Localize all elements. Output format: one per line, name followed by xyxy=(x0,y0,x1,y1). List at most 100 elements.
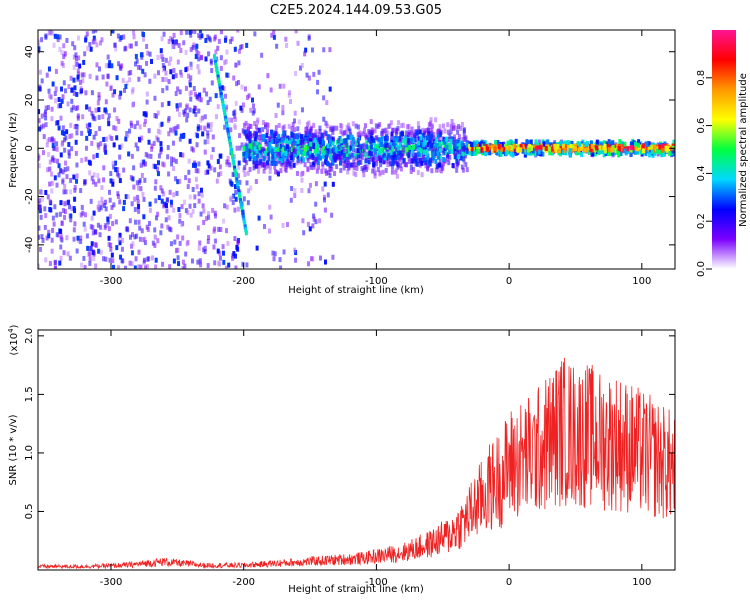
spectrogram-cell xyxy=(367,145,371,151)
spectrogram-cell xyxy=(103,107,107,113)
spectrogram-cell xyxy=(113,160,117,166)
spectrogram-cell xyxy=(308,128,312,134)
spectrogram-cell xyxy=(322,150,326,156)
spectrogram-cell xyxy=(207,214,211,220)
spectrogram-cell xyxy=(43,224,47,230)
spectrogram-cell xyxy=(407,137,411,143)
spectrogram-cell xyxy=(52,157,56,163)
spectrogram-cell xyxy=(455,146,459,152)
spectrogram-cell xyxy=(672,148,675,154)
spectrogram-cell xyxy=(344,148,348,154)
spectrogram-cell xyxy=(62,250,66,256)
spectrogram-cell xyxy=(191,162,195,168)
spectrogram-cell xyxy=(293,247,297,253)
spectrogram-cell xyxy=(112,264,116,269)
spectrogram-cell xyxy=(429,120,433,126)
spectrogram-cell xyxy=(583,147,587,153)
spectrogram-cell xyxy=(497,143,501,149)
spectrogram-cell xyxy=(213,260,217,266)
spectrogram-cell xyxy=(108,197,112,203)
spectrogram-cell xyxy=(241,212,245,218)
spectrogram-cell xyxy=(287,147,291,153)
spectrogram-cell xyxy=(44,189,48,195)
spectrogram-cell xyxy=(653,144,657,150)
spectrogram-cell xyxy=(62,130,66,136)
spectrogram-cell xyxy=(128,77,132,83)
spectrogram-cell xyxy=(228,142,232,148)
spectrogram-cell xyxy=(208,37,212,43)
spectrogram-cell xyxy=(115,171,119,177)
colorbar: 0.00.20.40.60.8 Normalized spectral ampl… xyxy=(696,30,749,277)
spectrogram-cell xyxy=(434,117,438,123)
spectrogram-cell xyxy=(131,176,135,182)
spectrogram-cell xyxy=(285,163,289,169)
spectrogram-cell xyxy=(426,166,430,172)
spectrogram-cell xyxy=(139,186,143,192)
spectrogram-cell xyxy=(465,142,469,148)
spectrogram-cell xyxy=(207,51,211,57)
spectrogram-cell xyxy=(171,37,175,43)
spectrogram-cell xyxy=(232,251,236,257)
spectrogram-cell xyxy=(340,124,344,130)
spectrogram-cell xyxy=(211,207,215,213)
spectrogram-cell xyxy=(156,137,160,143)
spectrogram-cell xyxy=(388,155,392,161)
spectrogram-cell xyxy=(132,165,136,171)
spectrogram-cell xyxy=(184,251,188,257)
spectrogram-cell xyxy=(136,120,140,126)
spectrogram-cell xyxy=(230,36,234,42)
spectrogram-cell xyxy=(221,101,225,107)
spectrogram-cell xyxy=(97,95,101,101)
spectrogram-cell xyxy=(639,145,643,151)
spectrogram-cell xyxy=(159,53,163,59)
spectrogram-cell xyxy=(438,129,442,135)
spectrogram-cell xyxy=(189,61,193,67)
spectrogram-cell xyxy=(456,140,460,146)
spectrogram-cell xyxy=(307,188,311,194)
spectrogram-cell xyxy=(539,151,543,157)
spectrogram-cell xyxy=(281,105,285,111)
spectrogram-cell xyxy=(499,151,503,157)
spectrogram-cell xyxy=(609,150,613,156)
spectrogram-cell xyxy=(62,80,66,86)
spectrogram-cell xyxy=(279,161,283,167)
spectrogram-cell xyxy=(289,155,293,161)
spectrogram-cell xyxy=(38,205,41,211)
spectrogram-cell xyxy=(253,146,257,152)
spectrogram-cell xyxy=(512,143,516,149)
spectrogram-cell xyxy=(325,100,329,106)
spectrogram-cell xyxy=(595,139,599,145)
spectrogram-cell xyxy=(151,240,155,246)
spectrogram-cell xyxy=(356,124,360,130)
spectrogram-cell xyxy=(102,256,106,262)
spectrogram-cell xyxy=(299,149,303,155)
spectrogram-cell xyxy=(179,48,183,54)
spectrogram-cell xyxy=(79,239,83,245)
spectrogram-cell xyxy=(221,244,225,250)
spectrogram-cell xyxy=(329,127,333,133)
spectrogram-cell xyxy=(289,197,293,203)
spectrogram-cell xyxy=(296,40,300,46)
spectrogram-cell xyxy=(229,180,233,186)
spectrogram-cell xyxy=(214,59,218,65)
spectrogram-cell xyxy=(460,141,464,147)
spectrogram-cell xyxy=(422,142,426,148)
spectrogram-cell xyxy=(57,163,61,169)
spectrogram-cell xyxy=(386,158,390,164)
spectrogram-cell xyxy=(637,139,641,145)
spectrogram-cell xyxy=(312,162,316,168)
spectrogram-cell xyxy=(263,122,267,128)
spectrogram-cell xyxy=(53,204,57,210)
spectrogram-cell xyxy=(72,236,76,242)
spectrogram-cell xyxy=(48,166,52,172)
spectrogram-cell xyxy=(600,149,604,155)
spectrogram-cell xyxy=(245,42,249,48)
spectrogram-cell xyxy=(64,189,68,195)
spectrogram-cell xyxy=(603,148,607,154)
spectrogram-cell xyxy=(505,149,509,155)
spectrogram-cell xyxy=(185,117,189,123)
spectrogram-cell xyxy=(444,158,448,164)
spectrogram-cell xyxy=(187,178,191,184)
spectrogram-cell xyxy=(124,194,128,200)
spectrogram-cell xyxy=(160,223,164,229)
